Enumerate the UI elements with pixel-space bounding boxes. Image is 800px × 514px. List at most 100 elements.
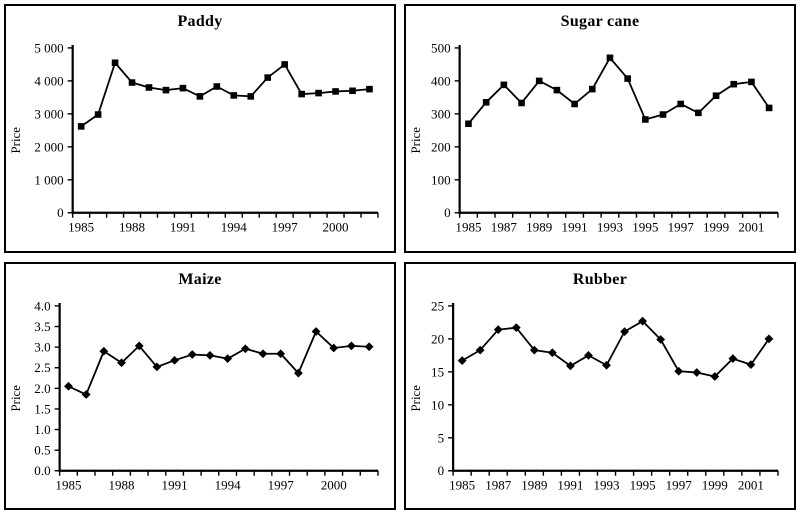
x-axis-ticks: 1985 1988 1991 1994 1997 2000 xyxy=(68,212,379,235)
svg-text:1993: 1993 xyxy=(593,477,619,492)
svg-text:1999: 1999 xyxy=(703,220,729,235)
svg-text:1991: 1991 xyxy=(557,477,583,492)
svg-text:1985: 1985 xyxy=(68,220,94,235)
svg-text:1994: 1994 xyxy=(215,477,242,492)
svg-text:1985: 1985 xyxy=(55,477,81,492)
svg-text:200: 200 xyxy=(431,139,451,154)
series-line xyxy=(80,61,370,128)
svg-text:4.0: 4.0 xyxy=(34,298,50,313)
svg-text:3.0: 3.0 xyxy=(34,339,50,354)
chart-panel-rubber: Rubber 0 5 10 15 20 25 1985 1987 1989 1991 1993 199… xyxy=(404,261,796,510)
svg-text:0: 0 xyxy=(438,463,445,478)
series-line xyxy=(68,330,370,395)
svg-text:0.5: 0.5 xyxy=(34,442,50,457)
svg-text:1995: 1995 xyxy=(632,220,658,235)
markers xyxy=(465,54,773,128)
chart-body-sugar-cane: 0 100 200 300 400 500 1985 1987 1989 1991 1993 1995… xyxy=(406,36,794,251)
svg-text:2.5: 2.5 xyxy=(34,360,50,375)
svg-text:20: 20 xyxy=(431,331,444,346)
y-axis-ticks: 0 100 200 300 400 500 xyxy=(431,40,460,220)
svg-text:1997: 1997 xyxy=(668,220,695,235)
y-axis-ticks: 0.0 0.5 1.0 1.5 2.0 2.5 3.0 3.5 4.0 xyxy=(34,298,60,478)
svg-text:1994: 1994 xyxy=(221,220,248,235)
svg-text:3.5: 3.5 xyxy=(34,319,50,334)
svg-text:2001: 2001 xyxy=(738,220,764,235)
svg-text:500: 500 xyxy=(431,40,451,55)
svg-text:1997: 1997 xyxy=(268,477,295,492)
svg-text:1.0: 1.0 xyxy=(34,422,50,437)
svg-text:2000: 2000 xyxy=(321,477,347,492)
axes xyxy=(458,44,778,214)
chart-panel-paddy: Paddy 0 1 000 2 000 3 000 4 000 5 000 1985 1988… xyxy=(4,4,396,253)
svg-text:1993: 1993 xyxy=(597,220,623,235)
axes xyxy=(71,44,378,214)
series-line xyxy=(467,56,770,125)
svg-text:3 000: 3 000 xyxy=(34,106,63,121)
svg-text:1989: 1989 xyxy=(526,220,552,235)
markers xyxy=(457,316,774,381)
svg-text:0.0: 0.0 xyxy=(34,463,50,478)
svg-text:1991: 1991 xyxy=(562,220,588,235)
markers xyxy=(77,59,373,130)
chart-title-maize: Maize xyxy=(178,270,222,288)
price-axis-label: Price xyxy=(408,384,423,411)
svg-text:1989: 1989 xyxy=(521,477,547,492)
svg-text:1.5: 1.5 xyxy=(34,401,50,416)
svg-text:Price: Price xyxy=(408,384,423,411)
chart-body-rubber: 0 5 10 15 20 25 1985 1987 1989 1991 1993 1995 1997 19… xyxy=(406,294,794,509)
axes xyxy=(58,302,378,472)
svg-text:1985: 1985 xyxy=(449,477,475,492)
svg-text:2.0: 2.0 xyxy=(34,380,50,395)
x-axis-ticks: 1985 1987 1989 1991 1993 1995 1997 1999 2001 xyxy=(455,212,779,235)
svg-text:2000: 2000 xyxy=(323,220,349,235)
svg-text:400: 400 xyxy=(431,73,451,88)
chart-title-sugar-cane: Sugar cane xyxy=(560,13,640,30)
svg-text:1999: 1999 xyxy=(702,477,728,492)
svg-text:100: 100 xyxy=(431,172,451,187)
series-line xyxy=(461,319,770,377)
svg-text:Price: Price xyxy=(8,127,23,154)
svg-text:15: 15 xyxy=(431,364,444,379)
svg-text:1991: 1991 xyxy=(170,220,196,235)
svg-text:5 000: 5 000 xyxy=(34,40,63,55)
chart-title-paddy: Paddy xyxy=(177,13,223,30)
svg-text:2 000: 2 000 xyxy=(34,139,63,154)
price-axis-label: Price xyxy=(8,127,23,154)
chart-title-rubber: Rubber xyxy=(572,270,628,288)
y-axis-ticks: 0 1 000 2 000 3 000 4 000 5 000 xyxy=(34,40,73,220)
chart-panel-sugar-cane: Sugar cane 0 100 200 300 400 500 1985 1987 1989 1… xyxy=(404,4,796,253)
svg-text:5: 5 xyxy=(438,430,445,445)
svg-text:300: 300 xyxy=(431,106,451,121)
svg-text:0: 0 xyxy=(57,205,64,220)
svg-text:1 000: 1 000 xyxy=(34,172,63,187)
svg-text:1988: 1988 xyxy=(109,477,135,492)
svg-text:10: 10 xyxy=(431,397,444,412)
svg-text:0: 0 xyxy=(444,205,451,220)
sugar-cane-plot: 0 100 200 300 400 500 1985 1987 1989 1991 1993 1995… xyxy=(408,40,779,235)
x-axis-ticks: 1985 1988 1991 1994 1997 2000 xyxy=(55,470,379,492)
price-axis-label: Price xyxy=(8,384,23,411)
svg-text:1987: 1987 xyxy=(485,477,512,492)
svg-text:4 000: 4 000 xyxy=(34,73,63,88)
x-axis-ticks: 1985 1987 1989 1991 1993 1995 1997 1999 2001 xyxy=(449,470,779,492)
svg-text:Price: Price xyxy=(408,127,423,154)
svg-text:1997: 1997 xyxy=(272,220,299,235)
chart-body-maize: 0.0 0.5 1.0 1.5 2.0 2.5 3.0 3.5 4.0 1985 1988 1991 1… xyxy=(6,294,394,509)
y-axis-ticks: 0 5 10 15 20 25 xyxy=(431,298,454,478)
svg-text:25: 25 xyxy=(431,298,444,313)
markers xyxy=(64,326,374,399)
svg-text:1991: 1991 xyxy=(162,477,188,492)
svg-text:2001: 2001 xyxy=(738,477,764,492)
chart-panel-maize: Maize 0.0 0.5 1.0 1.5 2.0 2.5 3.0 3.5 4.0 1985 198… xyxy=(4,261,396,510)
price-axis-label: Price xyxy=(408,127,423,154)
svg-text:1995: 1995 xyxy=(630,477,656,492)
svg-text:1987: 1987 xyxy=(491,220,518,235)
svg-text:Price: Price xyxy=(8,384,23,411)
svg-text:1997: 1997 xyxy=(666,477,693,492)
svg-text:1988: 1988 xyxy=(119,220,145,235)
